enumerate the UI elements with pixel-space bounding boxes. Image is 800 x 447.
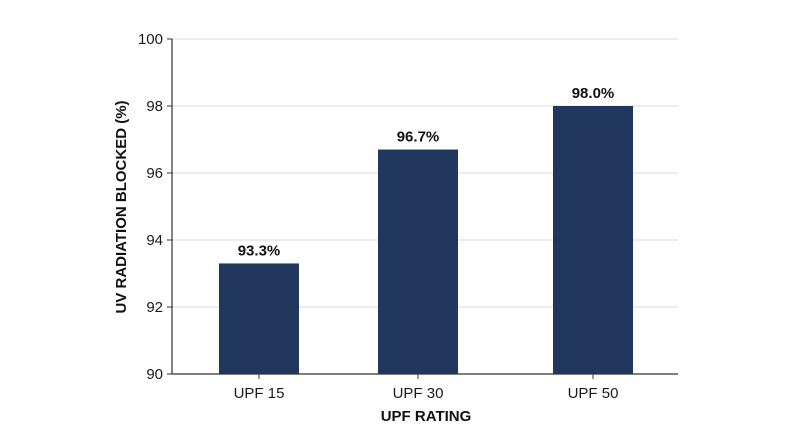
bar <box>553 106 633 374</box>
x-tick-label: UPF 50 <box>568 385 619 402</box>
y-axis-title: UV RADIATION BLOCKED (%) <box>113 100 130 313</box>
bar <box>219 263 299 374</box>
y-tick-label: 100 <box>138 31 163 48</box>
bar-value-label: 93.3% <box>238 242 281 259</box>
bar-value-label: 98.0% <box>572 85 615 102</box>
y-tick-label: 92 <box>146 299 163 316</box>
bars <box>219 106 633 374</box>
x-tick-label: UPF 30 <box>393 385 444 402</box>
y-tick-label: 90 <box>146 366 163 383</box>
x-axis-title: UPF RATING <box>381 408 472 425</box>
y-tick-label: 96 <box>146 165 163 182</box>
bar-value-label: 96.7% <box>397 129 440 146</box>
data-labels: 93.3% 96.7% 98.0% <box>238 85 615 259</box>
axes <box>167 38 678 379</box>
y-tick-label: 94 <box>146 232 163 249</box>
tick-labels: 90 92 94 96 98 100 UPF 15 UPF 30 UPF 50 <box>138 31 618 402</box>
bar <box>378 149 458 374</box>
x-tick-label: UPF 15 <box>234 385 285 402</box>
y-tick-label: 98 <box>146 98 163 115</box>
